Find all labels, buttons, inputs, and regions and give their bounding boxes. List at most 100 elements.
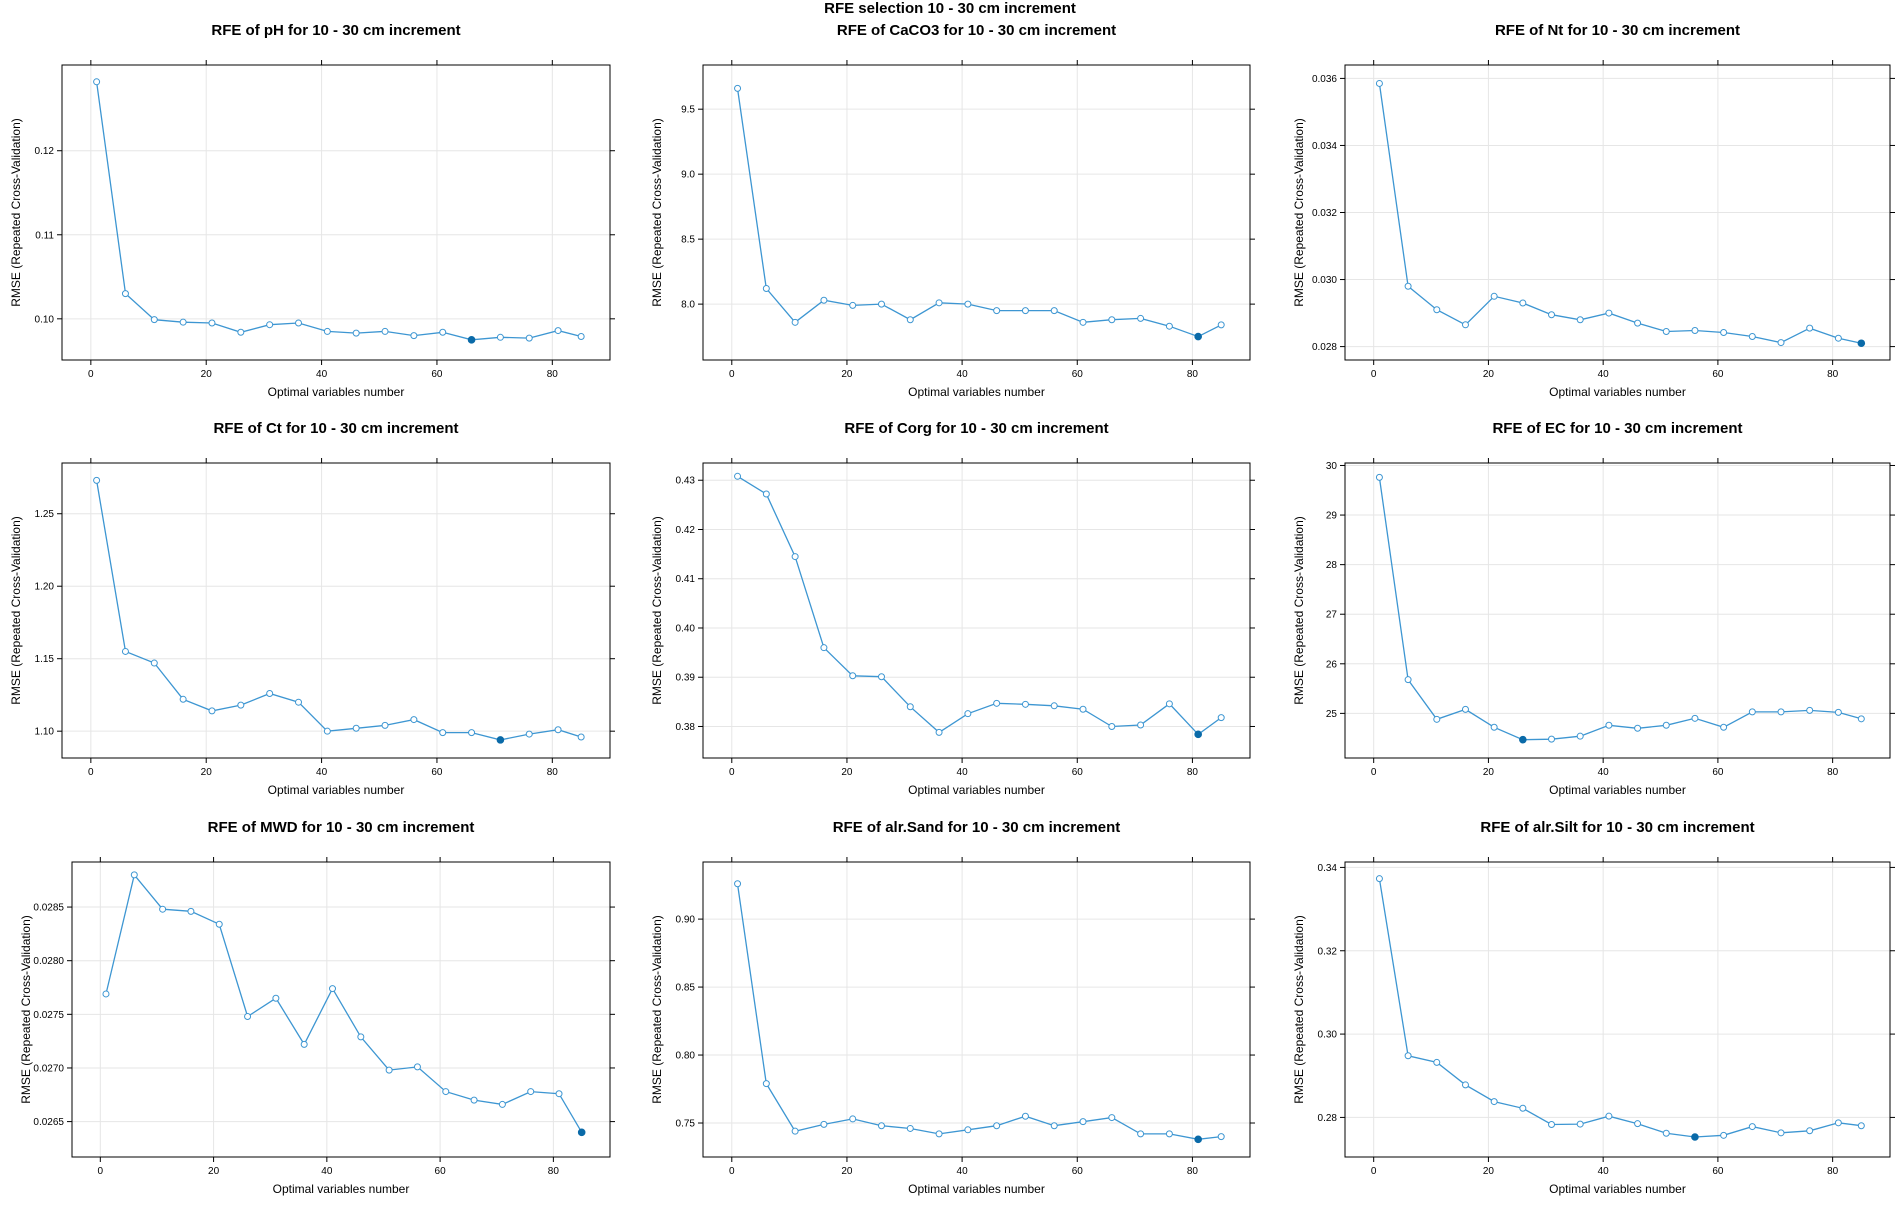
data-point bbox=[1108, 1114, 1116, 1122]
y-tick-label: 0.90 bbox=[676, 915, 696, 926]
series-line bbox=[736, 88, 1222, 338]
grid bbox=[1345, 463, 1890, 758]
x-tick-label: 60 bbox=[431, 369, 443, 380]
x-tick-label: 0 bbox=[729, 767, 735, 778]
y-tick-label: 0.39 bbox=[676, 673, 696, 684]
x-tick-label: 60 bbox=[1072, 767, 1084, 778]
x-tick-label: 40 bbox=[1598, 369, 1610, 380]
rfe-chart-0: RFE of pH for 10 - 30 cm increment 0 20 40 6… bbox=[9, 22, 615, 399]
x-axis-label: Optimal variables number bbox=[1549, 1182, 1686, 1196]
data-point bbox=[1662, 1129, 1670, 1137]
y-tick-label: 1.20 bbox=[35, 582, 55, 593]
data-point bbox=[385, 1066, 393, 1074]
x-tick-label: 0 bbox=[88, 369, 94, 380]
y-tick-label: 29 bbox=[1326, 511, 1338, 522]
chart-title: RFE of CaCO3 for 10 - 30 cm increment bbox=[837, 22, 1116, 39]
x-tick-label: 0 bbox=[1371, 369, 1377, 380]
data-point bbox=[1777, 339, 1785, 347]
x-tick-label: 80 bbox=[1187, 1166, 1199, 1177]
data-point bbox=[906, 703, 914, 711]
data-point bbox=[525, 334, 533, 342]
y-axis-label: RMSE (Repeated Cross-Validation) bbox=[1292, 516, 1306, 705]
data-point bbox=[1548, 1121, 1556, 1128]
series-line bbox=[95, 81, 582, 341]
selected-point bbox=[1194, 332, 1202, 341]
data-point bbox=[1806, 1127, 1814, 1135]
series-line bbox=[1378, 477, 1862, 741]
data-point bbox=[1404, 282, 1412, 290]
x-tick-label: 40 bbox=[957, 369, 969, 380]
x-tick-label: 20 bbox=[208, 1166, 220, 1177]
data-point bbox=[295, 698, 303, 706]
data-point bbox=[935, 1130, 943, 1138]
y-tick-label: 0.42 bbox=[676, 525, 696, 536]
y-tick-label: 0.32 bbox=[1318, 946, 1338, 957]
grid bbox=[62, 463, 610, 758]
data-point bbox=[1634, 724, 1642, 732]
y-tick-label: 0.0280 bbox=[33, 956, 64, 967]
y-tick-label: 0.036 bbox=[1312, 74, 1337, 85]
data-point bbox=[329, 985, 337, 993]
y-tick-label: 0.034 bbox=[1312, 141, 1337, 152]
chart-panel: RFE of CaCO3 for 10 - 30 cm increment 0 20… bbox=[645, 15, 1262, 415]
x-tick-label: 20 bbox=[1483, 767, 1495, 778]
data-point bbox=[102, 990, 110, 998]
data-point bbox=[1490, 292, 1498, 300]
data-point bbox=[820, 644, 828, 652]
series-line bbox=[1378, 83, 1862, 344]
data-point bbox=[1720, 329, 1728, 337]
chart-panel: RFE of EC for 10 - 30 cm increment 0 20 40 6… bbox=[1287, 413, 1900, 813]
data-point bbox=[442, 1088, 450, 1096]
rfe-chart-3: RFE of Ct for 10 - 30 cm increment 0 20 40 6… bbox=[9, 420, 615, 797]
data-point bbox=[877, 300, 885, 308]
data-point bbox=[215, 920, 223, 928]
plot-frame bbox=[71, 861, 611, 1158]
data-point bbox=[295, 319, 303, 327]
data-point bbox=[1217, 714, 1225, 722]
chart-title: RFE of MWD for 10 - 30 cm increment bbox=[208, 819, 475, 836]
data-point bbox=[1165, 1130, 1173, 1138]
data-point bbox=[1050, 307, 1058, 315]
series-line bbox=[737, 475, 1222, 736]
x-tick-label: 20 bbox=[1483, 369, 1495, 380]
x-tick-label: 40 bbox=[1598, 767, 1610, 778]
chart-panel: RFE of MWD for 10 - 30 cm increment 0 20 40… bbox=[14, 812, 622, 1212]
y-tick-label: 27 bbox=[1326, 610, 1338, 621]
data-point bbox=[1490, 723, 1498, 731]
data-point bbox=[1461, 321, 1469, 329]
selected-point bbox=[1519, 735, 1527, 744]
series-line bbox=[736, 883, 1222, 1140]
data-point bbox=[1404, 1052, 1412, 1060]
data-point bbox=[1576, 316, 1584, 324]
x-tick-label: 20 bbox=[841, 369, 853, 380]
y-tick-label: 0.10 bbox=[35, 314, 55, 325]
selected-point bbox=[1194, 1135, 1202, 1144]
selected-point bbox=[1194, 730, 1202, 739]
x-tick-label: 60 bbox=[1712, 1166, 1724, 1177]
rfe-chart-2: RFE of Nt for 10 - 30 cm increment 0 20 40 6… bbox=[1292, 22, 1895, 399]
data-point bbox=[1634, 1120, 1642, 1128]
data-point bbox=[577, 733, 585, 741]
data-point bbox=[877, 673, 885, 681]
data-point bbox=[1217, 321, 1225, 329]
data-point bbox=[964, 710, 972, 718]
y-axis-label: RMSE (Repeated Cross-Validation) bbox=[650, 915, 664, 1104]
data-point bbox=[1777, 708, 1785, 716]
data-point bbox=[1519, 1104, 1527, 1112]
data-point bbox=[1548, 735, 1556, 743]
chart-title: RFE of Corg for 10 - 30 cm increment bbox=[844, 420, 1108, 437]
data-point bbox=[323, 727, 331, 735]
data-point bbox=[1806, 324, 1814, 332]
data-point bbox=[187, 907, 195, 915]
y-tick-label: 0.12 bbox=[35, 146, 55, 157]
grid bbox=[72, 862, 610, 1157]
x-tick-label: 60 bbox=[1072, 369, 1084, 380]
chart-panel: RFE of alr.Sand for 10 - 30 cm increment… bbox=[645, 812, 1262, 1212]
chart-panel: RFE of pH for 10 - 30 cm increment 0 20 40 6… bbox=[4, 15, 622, 415]
grid bbox=[703, 463, 1250, 758]
y-axis-label: RMSE (Repeated Cross-Validation) bbox=[650, 516, 664, 705]
data-point bbox=[1079, 705, 1087, 713]
chart-title: RFE of alr.Sand for 10 - 30 cm increment bbox=[833, 819, 1121, 836]
data-point bbox=[1404, 676, 1412, 684]
